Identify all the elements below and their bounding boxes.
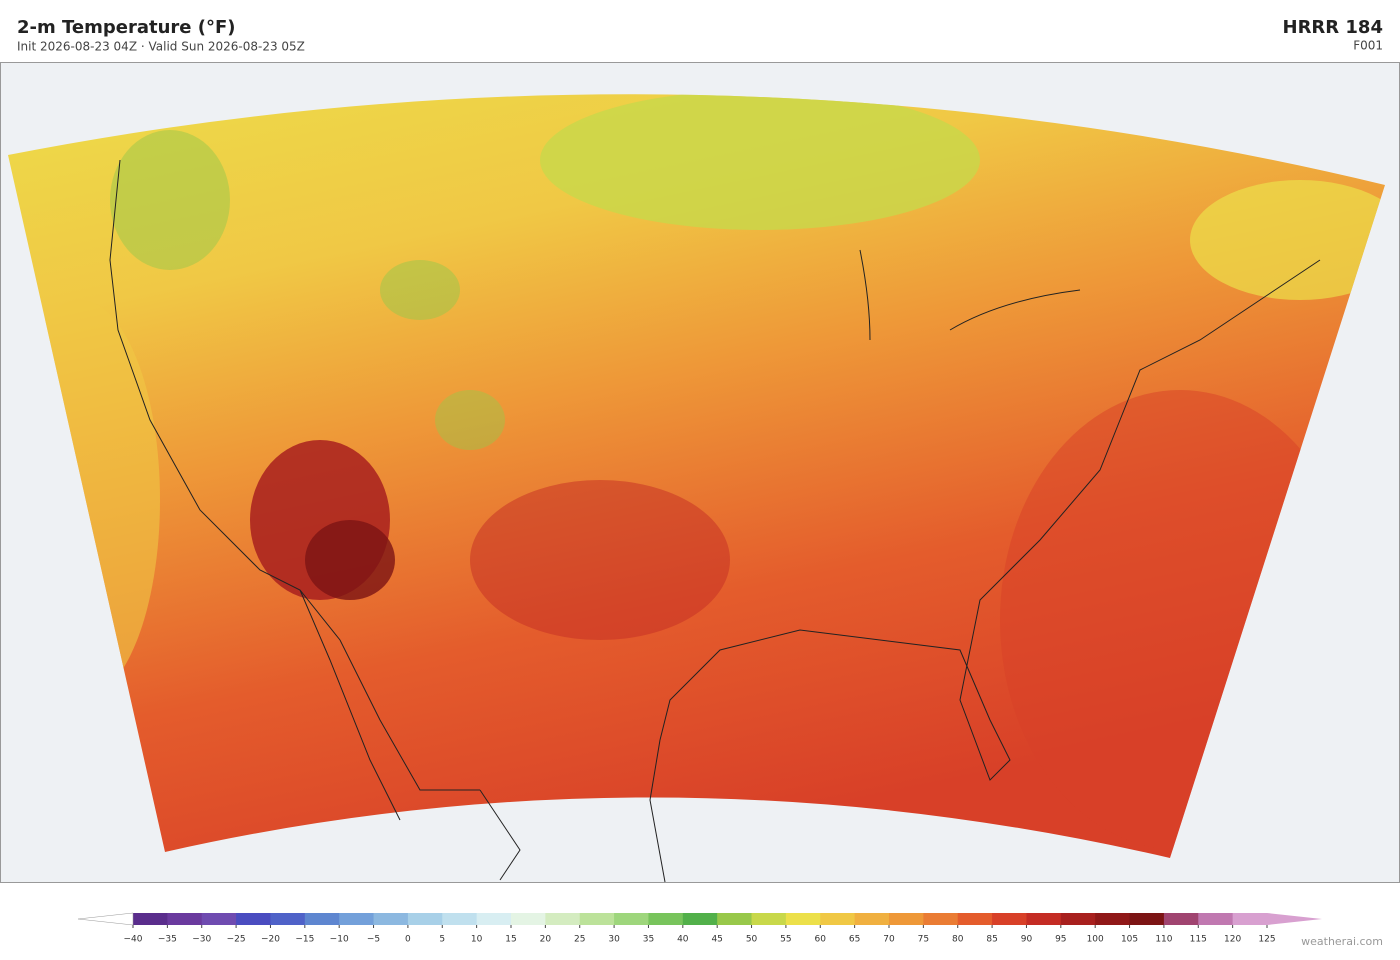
colorbar-bin [579, 913, 615, 925]
colorbar-bin [545, 913, 581, 925]
colorbar-tick-label: 90 [1021, 935, 1033, 945]
colorbar-bin [1095, 913, 1131, 925]
colorbar-bin [889, 913, 924, 925]
colorbar-over [1267, 913, 1322, 925]
colorbar-tick-label: 95 [1055, 935, 1066, 945]
colorbar-tick-label: −20 [261, 935, 280, 945]
colorbar-tick-label: 35 [643, 935, 654, 945]
colorbar-bin [201, 913, 237, 925]
colorbar-bin [717, 913, 753, 925]
colorbar-tick-label: 40 [677, 935, 689, 945]
colorbar-tick-label: 125 [1258, 935, 1275, 945]
coastlines [109, 159, 1321, 883]
colorbar-tick-label: 105 [1121, 935, 1138, 945]
colorbar-tick-label: 25 [574, 935, 585, 945]
colorbar-tick-label: 110 [1155, 935, 1172, 945]
colorbar-tick-label: 50 [746, 935, 758, 945]
forecast-hour: F001 [1353, 39, 1383, 53]
colorbar-bin [751, 913, 787, 925]
colorbar-tick-label: −10 [330, 935, 349, 945]
colorbar-bin [1060, 913, 1096, 925]
colorbar-under [77, 912, 134, 926]
colorbar-bin [648, 913, 684, 925]
colorbar-tick-label: 65 [849, 935, 860, 945]
colorbar-bin [407, 913, 443, 925]
colorbar-bin [476, 913, 512, 925]
colorbar-tick-label: −30 [192, 935, 211, 945]
colorbar-bin [957, 913, 993, 925]
colorbar-bin [1198, 913, 1234, 925]
colorbar-bin [785, 913, 821, 925]
colorbar-tick-label: −35 [158, 935, 177, 945]
colorbar-bin [167, 913, 203, 925]
credit: weatherai.com [1301, 935, 1383, 948]
colorbar-bin [270, 913, 306, 925]
colorbar-bin [442, 913, 478, 925]
colorbar-tick-label: 70 [883, 935, 895, 945]
colorbar-tick-label: 30 [608, 935, 620, 945]
subtitle: Init 2026-08-23 04Z · Valid Sun 2026-08-… [17, 40, 305, 54]
colorbar-bin [1232, 913, 1268, 925]
colorbar-tick-label: 75 [918, 935, 929, 945]
colorbar-tick-label: 45 [711, 935, 722, 945]
colorbar-bin [682, 913, 718, 925]
colorbar-tick-label: 85 [986, 935, 997, 945]
colorbar: −40 −35 −30 −25 −20 −15 −10 −5 0 5 10 15 20 25 30 35 40 4… [77, 912, 1322, 945]
colorbar-tick-label: −5 [367, 935, 380, 945]
colorbar-bin [339, 913, 375, 925]
colorbar-bin [1163, 913, 1199, 925]
colorbar-tick-label: 0 [405, 935, 411, 945]
colorbar-bin [614, 913, 649, 925]
colorbar-tick-label: 55 [780, 935, 791, 945]
colorbar-tick-label: −25 [227, 935, 246, 945]
model-name: HRRR 184 [1283, 17, 1384, 38]
colorbar-tick-label: 80 [952, 935, 964, 945]
colorbar-tick-label: 60 [815, 935, 827, 945]
colorbar-bin [923, 913, 959, 925]
colorbar-bin [1026, 913, 1062, 925]
colorbar-bin [511, 913, 546, 925]
colorbar-bin [854, 913, 890, 925]
colorbar-bin [304, 913, 340, 925]
temperature-field [8, 94, 1385, 858]
colorbar-bin [992, 913, 1027, 925]
colorbar-bin [373, 913, 409, 925]
colorbar-bin [236, 913, 271, 925]
colorbar-tick-label: 120 [1224, 935, 1241, 945]
colorbar-tick-label: 5 [439, 935, 445, 945]
colorbar-tick-label: 115 [1190, 935, 1207, 945]
colorbar-tick-label: −40 [124, 935, 143, 945]
colorbar-bin [133, 913, 168, 925]
colorbar-tick-label: 15 [505, 935, 516, 945]
colorbar-bin [1129, 913, 1165, 925]
title: 2-m Temperature (°F) [17, 17, 236, 38]
colorbar-tick-label: −15 [295, 935, 314, 945]
colorbar-tick-label: 20 [540, 935, 552, 945]
colorbar-tick-label: 100 [1087, 935, 1104, 945]
colorbar-tick-label: 10 [471, 935, 483, 945]
colorbar-bin [820, 913, 856, 925]
